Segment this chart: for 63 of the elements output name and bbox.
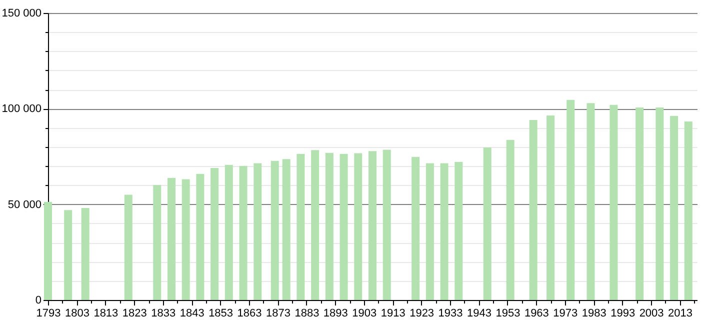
bar bbox=[670, 116, 678, 300]
bar bbox=[124, 194, 132, 300]
x-tick-label: 1843 bbox=[180, 308, 204, 320]
bar bbox=[566, 100, 575, 300]
bar bbox=[684, 121, 692, 300]
bar bbox=[440, 163, 448, 300]
x-tick-label: 1863 bbox=[237, 308, 262, 320]
x-tick-label: 1913 bbox=[380, 308, 406, 320]
x-tick-label: 1983 bbox=[582, 308, 606, 320]
bar bbox=[412, 156, 420, 300]
y-tick-label: 100 000 bbox=[2, 103, 42, 116]
bar bbox=[270, 160, 279, 300]
bar bbox=[239, 166, 248, 300]
bar bbox=[426, 163, 434, 300]
bar bbox=[483, 148, 492, 300]
y-tick-label: 150 000 bbox=[2, 8, 42, 20]
bar bbox=[196, 174, 204, 300]
x-tick-label: 1833 bbox=[151, 308, 176, 320]
bar bbox=[610, 104, 618, 300]
bar bbox=[81, 208, 90, 300]
bar bbox=[368, 151, 376, 300]
bar bbox=[454, 162, 463, 300]
x-tick-label: 1813 bbox=[94, 308, 118, 320]
x-tick-label: 1953 bbox=[496, 308, 520, 320]
x-tick-label: 1963 bbox=[524, 308, 549, 320]
x-tick-label: 1943 bbox=[467, 308, 492, 320]
bar bbox=[340, 154, 348, 300]
bar bbox=[529, 120, 538, 300]
x-tick-label: 1973 bbox=[553, 308, 578, 320]
bar bbox=[546, 116, 555, 300]
bar bbox=[506, 140, 514, 300]
x-tick-label: 1933 bbox=[438, 308, 463, 320]
x-tick-label: 1873 bbox=[266, 308, 290, 320]
x-tick-label: 1793 bbox=[36, 308, 61, 320]
x-tick-label: 1803 bbox=[64, 308, 90, 320]
x-tick-label: 2003 bbox=[639, 308, 664, 320]
bar bbox=[44, 202, 52, 300]
bar bbox=[311, 150, 320, 300]
x-tick-label: 1993 bbox=[610, 308, 636, 320]
bar bbox=[224, 164, 233, 300]
bar bbox=[254, 163, 262, 300]
x-tick-label: 2013 bbox=[668, 308, 693, 320]
bar bbox=[325, 152, 334, 300]
bar bbox=[586, 103, 595, 300]
x-tick-label: 1903 bbox=[352, 308, 377, 320]
bar bbox=[210, 168, 219, 300]
x-tick-label: 1853 bbox=[208, 308, 234, 320]
x-tick-label: 1823 bbox=[122, 308, 147, 320]
bar bbox=[636, 108, 644, 300]
x-tick-label: 1883 bbox=[294, 308, 320, 320]
y-tick-label: 0 bbox=[35, 294, 42, 306]
bar bbox=[354, 153, 362, 300]
x-tick-label: 1923 bbox=[410, 308, 434, 320]
bar bbox=[296, 154, 305, 300]
x-tick-label: 1893 bbox=[323, 308, 348, 320]
y-tick-label: 50 000 bbox=[8, 198, 42, 211]
bar bbox=[64, 210, 72, 300]
bar bbox=[656, 108, 664, 300]
bar bbox=[182, 179, 190, 300]
bar bbox=[382, 150, 391, 300]
bar bbox=[153, 185, 162, 300]
bar bbox=[282, 159, 290, 300]
bar bbox=[167, 178, 176, 300]
